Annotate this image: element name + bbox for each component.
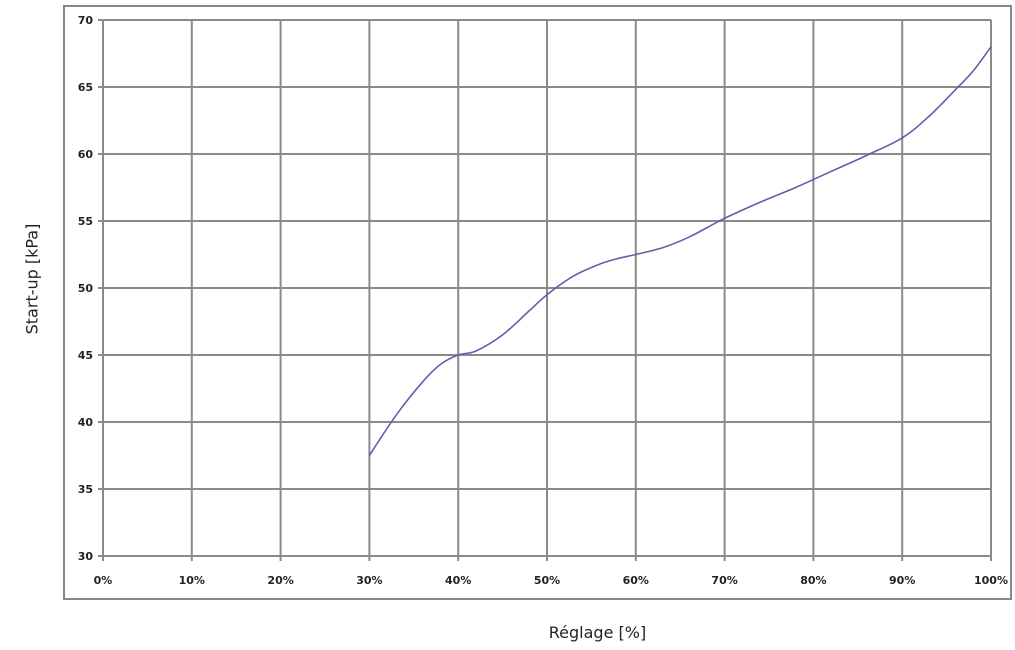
x-tick-label: 70% <box>711 574 737 587</box>
y-tick-label: 50 <box>78 282 94 295</box>
y-tick-label: 65 <box>78 81 93 94</box>
x-tick-label: 0% <box>94 574 113 587</box>
y-tick-label: 55 <box>78 215 93 228</box>
x-tick-label: 30% <box>356 574 382 587</box>
x-axis-label: Réglage [%] <box>548 623 647 642</box>
x-tick-label: 90% <box>889 574 915 587</box>
y-tick-label: 40 <box>78 416 94 429</box>
y-axis-label: Start-up [kPa] <box>22 223 42 335</box>
y-tick-label: 70 <box>78 14 94 27</box>
x-tick-label: 10% <box>179 574 205 587</box>
y-tick-label: 35 <box>78 483 93 496</box>
y-tick-label: 60 <box>78 148 94 161</box>
x-tick-label: 40% <box>445 574 471 587</box>
x-tick-label: 100% <box>974 574 1008 587</box>
y-tick-label: 45 <box>78 349 93 362</box>
x-tick-label: 60% <box>623 574 649 587</box>
x-tick-label: 20% <box>267 574 293 587</box>
x-tick-label: 50% <box>534 574 560 587</box>
x-tick-label: 80% <box>800 574 826 587</box>
y-tick-label: 30 <box>78 550 94 563</box>
series-line <box>368 46 992 456</box>
